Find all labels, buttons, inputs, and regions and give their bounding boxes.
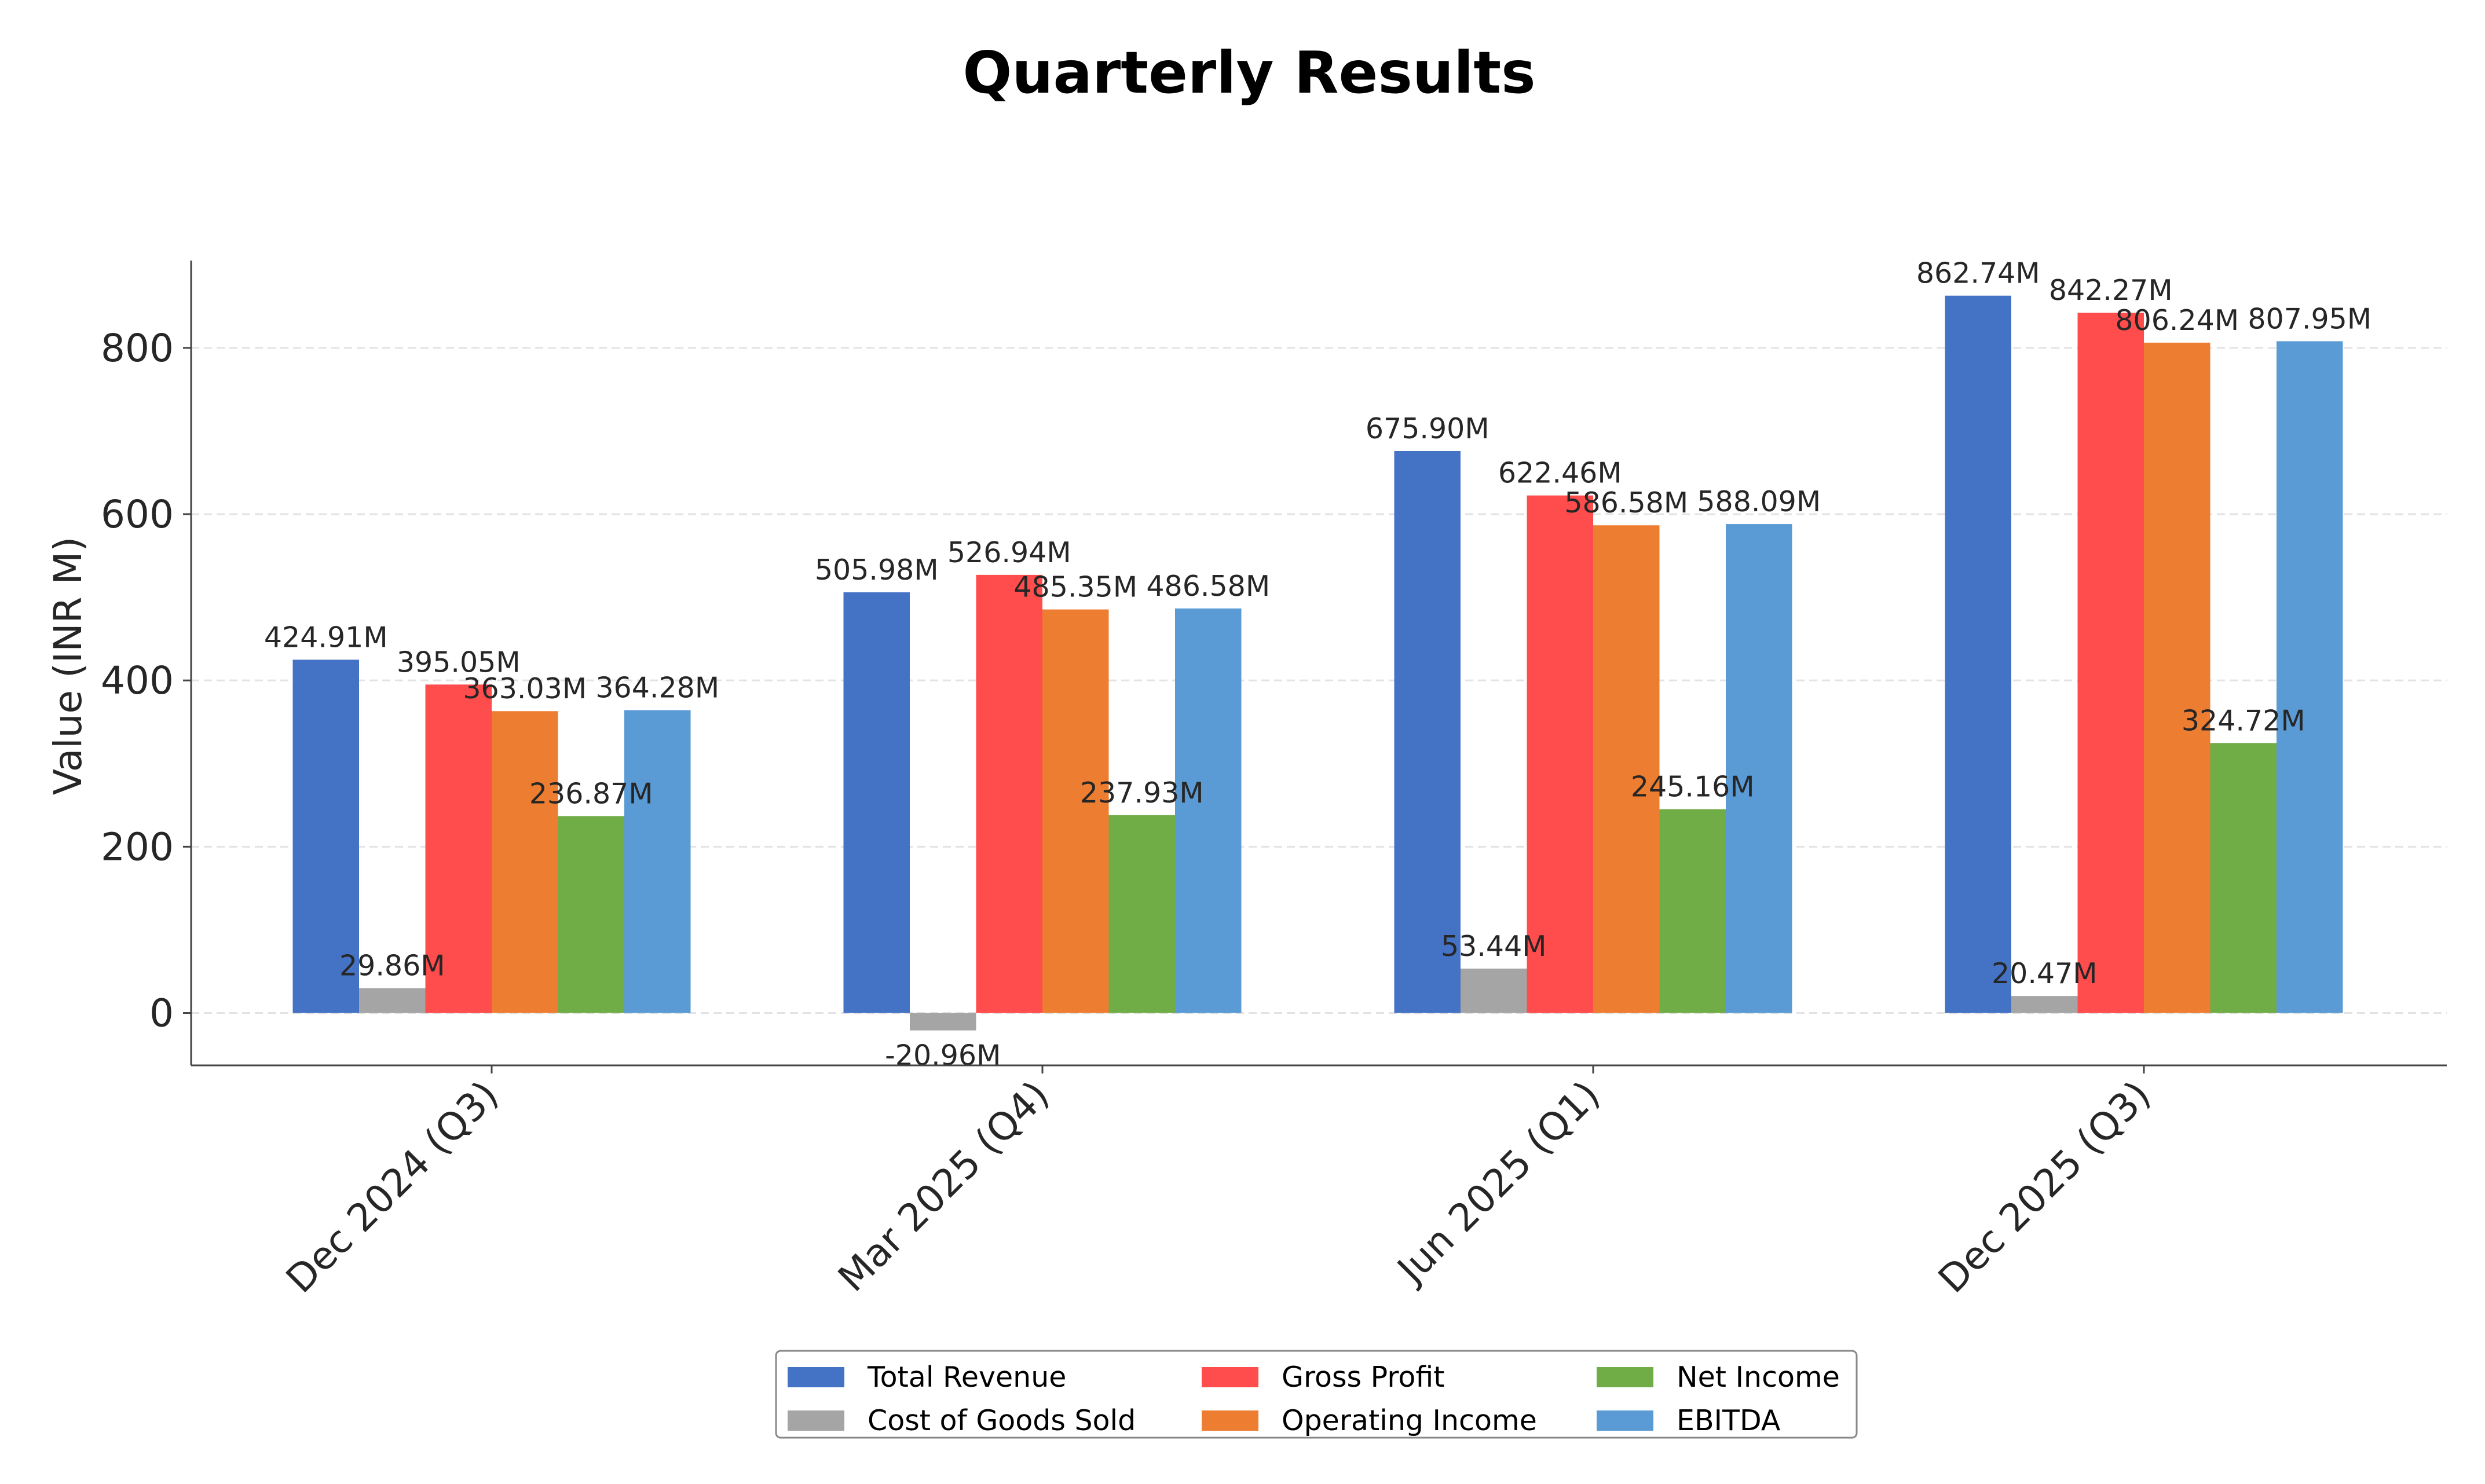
chart-title: Quarterly Results bbox=[962, 39, 1535, 107]
data-label: 53.44M bbox=[1441, 930, 1547, 963]
x-tick-label: Dec 2024 (Q3) bbox=[277, 1072, 507, 1302]
bar-net-income bbox=[1108, 815, 1175, 1013]
data-label: 29.86M bbox=[339, 950, 445, 983]
data-label: 862.74M bbox=[1916, 257, 2040, 290]
x-tick-label: Jun 2025 (Q1) bbox=[1388, 1072, 1608, 1293]
data-label: 424.91M bbox=[264, 621, 388, 654]
bar-net-income bbox=[1659, 809, 1726, 1013]
data-label: 363.03M bbox=[463, 672, 587, 705]
bar-ebitda bbox=[624, 710, 691, 1013]
data-label: 842.27M bbox=[2049, 274, 2173, 307]
data-label: 675.90M bbox=[1366, 412, 1489, 445]
data-label: 236.87M bbox=[529, 777, 653, 810]
y-axis-label: Value (INR M) bbox=[46, 537, 90, 795]
bar-gross-profit bbox=[976, 574, 1042, 1013]
data-label: 245.16M bbox=[1631, 770, 1755, 803]
bar-operating-income bbox=[1042, 609, 1109, 1013]
bar-ebitda bbox=[1175, 608, 1242, 1013]
data-label: 237.93M bbox=[1080, 776, 1204, 809]
legend-swatch-gross-profit bbox=[1202, 1367, 1258, 1387]
legend-swatch-cost-of-goods-sold bbox=[788, 1410, 844, 1431]
bar-operating-income bbox=[1593, 525, 1660, 1013]
y-tick-label: 800 bbox=[101, 326, 174, 371]
bar-cost-of-goods-sold bbox=[359, 988, 426, 1013]
legend-label-cost-of-goods-sold: Cost of Goods Sold bbox=[868, 1404, 1136, 1437]
bar-gross-profit bbox=[2077, 313, 2144, 1013]
data-label: 395.05M bbox=[397, 646, 521, 679]
data-label: 807.95M bbox=[2248, 302, 2371, 335]
bar-total-revenue bbox=[1945, 295, 2011, 1013]
y-tick-label: 0 bbox=[149, 991, 174, 1036]
bar-ebitda bbox=[1726, 524, 1792, 1013]
bar-net-income bbox=[2210, 743, 2277, 1013]
bar-total-revenue bbox=[843, 592, 910, 1013]
bar-cost-of-goods-sold bbox=[910, 1013, 976, 1031]
legend-swatch-total-revenue bbox=[788, 1367, 844, 1387]
bars bbox=[292, 295, 2343, 1031]
legend: Total Revenue Cost of Goods Sold Gross Pro… bbox=[775, 1350, 1858, 1439]
legend-label-net-income: Net Income bbox=[1677, 1361, 1840, 1394]
legend-swatch-net-income bbox=[1597, 1367, 1653, 1387]
data-label: 505.98M bbox=[815, 554, 939, 587]
data-label: 622.46M bbox=[1498, 457, 1622, 490]
bar-total-revenue bbox=[292, 659, 359, 1013]
data-label: 485.35M bbox=[1013, 571, 1137, 604]
legend-label-ebitda: EBITDA bbox=[1677, 1404, 1781, 1437]
legend-label-total-revenue: Total Revenue bbox=[867, 1361, 1066, 1394]
data-label: 364.28M bbox=[595, 671, 719, 704]
y-tick-label: 400 bbox=[101, 658, 174, 703]
bar-gross-profit bbox=[1527, 495, 1593, 1013]
legend-swatch-operating-income bbox=[1202, 1410, 1258, 1431]
bar-ebitda bbox=[2277, 341, 2343, 1013]
data-label: 486.58M bbox=[1146, 570, 1270, 603]
bar-operating-income bbox=[492, 711, 558, 1013]
data-label: 586.58M bbox=[1564, 486, 1688, 519]
bar-cost-of-goods-sold bbox=[1461, 968, 1527, 1013]
data-label: -20.96M bbox=[885, 1039, 1001, 1072]
legend-label-operating-income: Operating Income bbox=[1282, 1404, 1537, 1437]
legend-label-gross-profit: Gross Profit bbox=[1282, 1361, 1444, 1394]
legend-swatch-ebitda bbox=[1597, 1410, 1653, 1431]
data-label: 806.24M bbox=[2115, 304, 2239, 337]
data-label: 526.94M bbox=[947, 536, 1071, 569]
bar-gross-profit bbox=[425, 684, 492, 1013]
x-tick-label: Mar 2025 (Q4) bbox=[830, 1072, 1058, 1300]
x-tick-label: Dec 2025 (Q3) bbox=[1930, 1072, 2159, 1302]
bar-cost-of-goods-sold bbox=[2011, 996, 2078, 1013]
data-label: 324.72M bbox=[2182, 704, 2305, 737]
bar-operating-income bbox=[2144, 342, 2210, 1013]
bar-net-income bbox=[558, 816, 624, 1013]
y-tick-label: 200 bbox=[101, 825, 174, 869]
data-label: 588.09M bbox=[1697, 485, 1821, 518]
data-label: 20.47M bbox=[1992, 957, 2098, 990]
legend-box bbox=[775, 1350, 1858, 1439]
bar-total-revenue bbox=[1394, 450, 1461, 1013]
y-tick-label: 600 bbox=[101, 492, 174, 537]
